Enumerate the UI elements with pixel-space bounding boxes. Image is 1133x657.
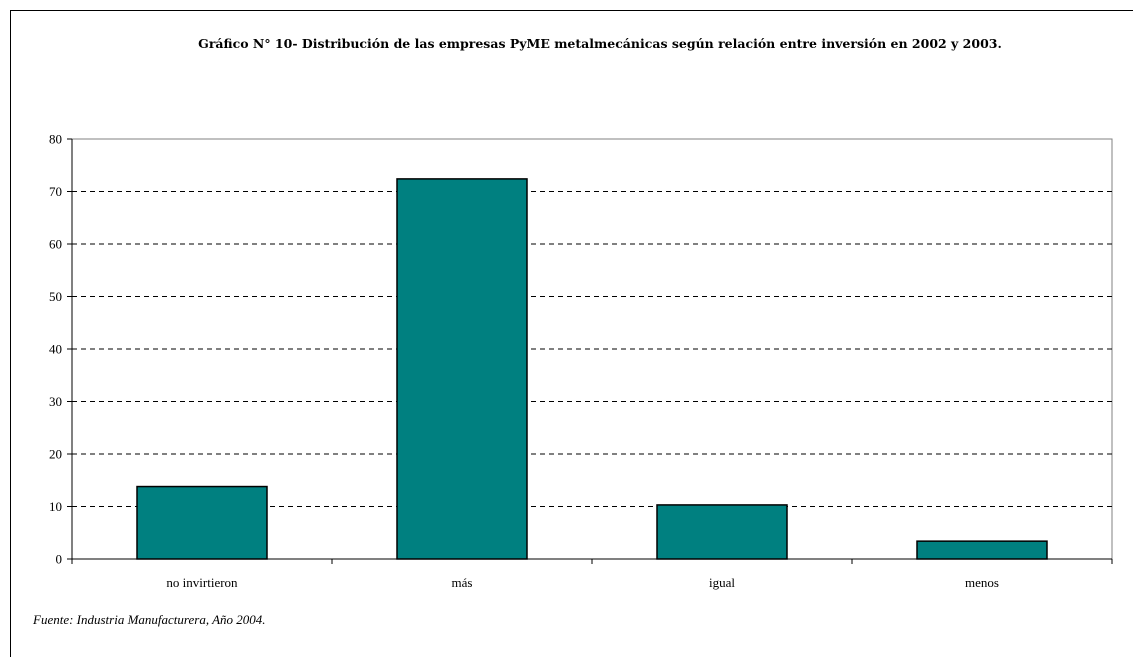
bar-menos: [916, 540, 1048, 560]
y-tick-label: 80: [49, 132, 62, 147]
x-tick-label: más: [452, 575, 473, 590]
chart-title: Gráfico N° 10- Distribución de las empre…: [198, 36, 1002, 51]
y-tick-label: 70: [49, 184, 62, 199]
bars: [136, 178, 1048, 560]
y-tick-label: 60: [49, 237, 62, 252]
y-tick-label: 40: [49, 342, 62, 357]
gridlines: [72, 191, 1112, 507]
y-tick-label: 0: [56, 552, 63, 567]
x-tick-label: menos: [965, 575, 999, 590]
bar-más: [396, 178, 528, 560]
x-tick-label: no invirtieron: [166, 575, 238, 590]
source-note: Fuente: Industria Manufacturera, Año 200…: [33, 612, 266, 627]
y-axis-ticks: 0 10 20 30 40 50 60 70 80: [49, 132, 72, 567]
y-tick-label: 20: [49, 447, 62, 462]
x-axis-ticks: no invirtieron más igual menos: [71, 559, 1113, 590]
chart-frame: [10, 10, 1133, 657]
bar-igual: [656, 504, 788, 560]
y-tick-label: 30: [49, 394, 62, 409]
y-tick-label: 10: [49, 499, 62, 514]
bar-no-invirtieron: [136, 485, 268, 560]
x-tick-label: igual: [709, 575, 735, 590]
y-tick-label: 50: [49, 289, 62, 304]
